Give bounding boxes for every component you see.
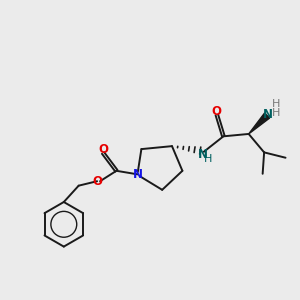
Polygon shape xyxy=(249,113,270,134)
Text: O: O xyxy=(98,142,108,156)
Text: H: H xyxy=(272,108,280,118)
Text: N: N xyxy=(198,148,208,161)
Text: N: N xyxy=(263,108,273,121)
Text: H: H xyxy=(203,154,212,164)
Text: N: N xyxy=(133,168,143,181)
Text: O: O xyxy=(93,175,103,188)
Text: H: H xyxy=(272,99,280,109)
Text: O: O xyxy=(212,105,222,118)
